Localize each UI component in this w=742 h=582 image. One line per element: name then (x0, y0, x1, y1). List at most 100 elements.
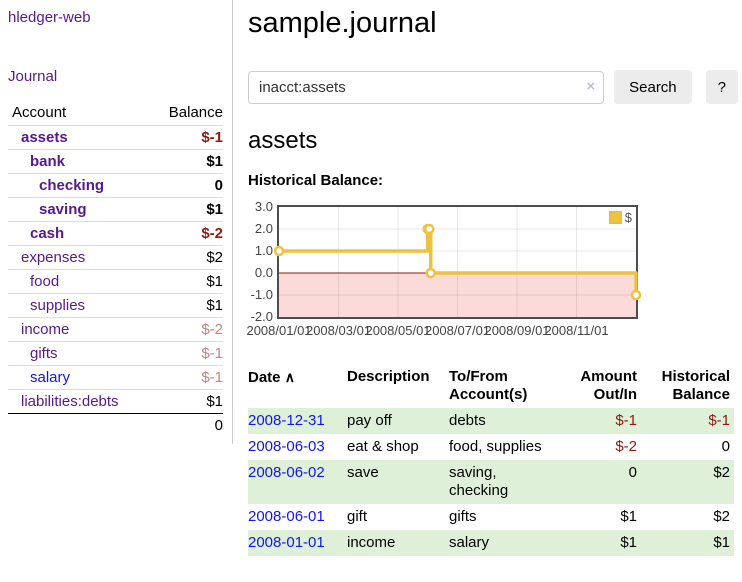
account-row: gifts $-1 (8, 341, 223, 366)
transaction-amount: $-1 (615, 412, 637, 429)
accounts-total-row: 0 (8, 413, 223, 437)
column-amount: Amount Out/In (580, 368, 637, 403)
x-axis-tick-label: 2008/05/01 (365, 323, 431, 338)
transaction-description: pay off (347, 412, 392, 429)
clear-search-icon[interactable]: × (586, 77, 596, 95)
account-row: checking 0 (8, 173, 223, 198)
account-row: cash $-2 (8, 221, 223, 246)
account-link-salary[interactable]: salary (30, 369, 71, 386)
account-link-supplies[interactable]: supplies (30, 297, 86, 314)
account-row: food $1 (8, 269, 223, 294)
account-link-assets[interactable]: assets (21, 129, 68, 146)
account-row: saving $1 (8, 197, 223, 222)
account-row: expenses $2 (8, 245, 223, 270)
account-link-gifts[interactable]: gifts (30, 345, 58, 362)
register-table: Date ∧ Description To/From Account(s) Am… (248, 366, 734, 556)
account-balance: $-2 (152, 221, 223, 246)
transaction-description: save (347, 464, 379, 481)
transaction-description: income (347, 534, 396, 551)
transaction-balance: $2 (713, 508, 730, 525)
x-axis-tick-label: 2008/11/01 (544, 323, 609, 338)
account-link-liabilities-debts[interactable]: liabilities:debts (21, 393, 119, 410)
sidebar-item-journal[interactable]: Journal (8, 68, 58, 85)
help-button[interactable]: ? (705, 70, 738, 104)
x-axis-tick-label: 2008/01/01 (246, 323, 312, 338)
account-link-food[interactable]: food (30, 273, 60, 290)
y-axis-tick-label: 2.0 (254, 221, 273, 236)
y-axis-tick-label: 0.0 (254, 265, 273, 280)
transaction-row: 2008-12-31 pay off debts $-1 $-1 (248, 408, 734, 434)
account-balance: $1 (152, 293, 223, 318)
account-balance: $1 (152, 389, 223, 414)
transaction-amount: $-2 (615, 438, 637, 455)
x-axis-tick-label: 2008/03/01 (305, 323, 372, 338)
account-row: bank $1 (8, 149, 223, 174)
accounts-column-account: Account (12, 104, 67, 121)
account-balance: $-2 (152, 317, 223, 342)
account-row: supplies $1 (8, 293, 223, 318)
transaction-date-link[interactable]: 2008-06-03 (248, 438, 325, 455)
transaction-accounts: gifts (449, 508, 477, 525)
sidebar: hledger-web Journal Account Balance asse… (0, 0, 233, 444)
y-axis-tick-label: -2.0 (250, 309, 273, 324)
transaction-balance: $1 (713, 534, 730, 551)
account-balance: $-1 (152, 125, 223, 150)
transaction-date-link[interactable]: 2008-12-31 (248, 412, 325, 429)
account-balance: $2 (152, 245, 223, 270)
y-axis-tick-label: 1.0 (254, 243, 273, 258)
account-row: income $-2 (8, 317, 223, 342)
chart-title: Historical Balance: (248, 172, 384, 189)
column-description: Description (347, 368, 430, 385)
transaction-accounts: food, supplies (449, 438, 542, 455)
account-link-cash[interactable]: cash (30, 225, 65, 242)
account-balance: $1 (152, 269, 223, 294)
transaction-amount: $1 (620, 534, 637, 551)
y-axis-tick-label: -1.0 (250, 287, 273, 302)
search-input[interactable] (248, 70, 605, 104)
historical-balance-chart: 3.0 2.0 1.0 0.0 -1.0 -2.0 $ 2008/01/01 2008/03… (246, 199, 738, 346)
transaction-accounts: debts (449, 412, 486, 429)
account-balance: $-1 (152, 341, 223, 366)
transaction-balance: $-1 (708, 412, 730, 429)
account-link-checking[interactable]: checking (39, 177, 105, 194)
account-balance: $-1 (152, 365, 223, 390)
transaction-date-link[interactable]: 2008-06-01 (248, 508, 325, 525)
transaction-amount: 0 (628, 464, 637, 481)
account-link-bank[interactable]: bank (30, 153, 66, 170)
transaction-row: 2008-06-02 save saving, checking 0 $2 (248, 460, 734, 504)
accounts-header-row: Account Balance (8, 101, 223, 126)
column-date[interactable]: Date ∧ (248, 369, 295, 386)
transaction-amount: $1 (620, 508, 637, 525)
account-link-expenses[interactable]: expenses (21, 249, 86, 266)
account-balance: $1 (152, 149, 223, 174)
account-row: assets $-1 (8, 125, 223, 150)
account-link-income[interactable]: income (21, 321, 70, 338)
column-accounts: To/From Account(s) (449, 368, 528, 403)
register-header-row: Date ∧ Description To/From Account(s) Am… (248, 366, 734, 408)
page-title: sample.journal (248, 7, 437, 39)
transaction-row: 2008-06-01 gift gifts $1 $2 (248, 504, 734, 530)
transaction-balance: $2 (713, 464, 730, 481)
legend-swatch (608, 211, 622, 224)
accounts-table: Account Balance assets $-1 bank $1 check… (8, 101, 223, 437)
accounts-total-balance: 0 (152, 413, 223, 437)
main-content: sample.journal × Search ? assets Histori… (246, 0, 738, 556)
column-balance: Historical Balance (661, 368, 730, 403)
sort-ascending-icon: ∧ (284, 369, 295, 385)
legend-label: $ (624, 210, 632, 225)
x-axis-tick-label: 2008/09/01 (484, 323, 550, 338)
x-axis-tick-label: 2008/07/01 (424, 323, 491, 338)
search-button[interactable]: Search (614, 70, 692, 104)
transaction-description: gift (347, 508, 368, 525)
chart-plot-area: $ (273, 205, 642, 319)
transaction-description: eat & shop (347, 438, 419, 455)
transaction-date-link[interactable]: 2008-06-02 (248, 464, 325, 481)
y-axis-tick-label: 3.0 (254, 199, 273, 214)
transaction-accounts: salary (449, 534, 490, 551)
transaction-balance: 0 (721, 438, 730, 455)
transaction-date-link[interactable]: 2008-01-01 (248, 534, 325, 551)
account-link-saving[interactable]: saving (39, 201, 87, 218)
app-brand-link[interactable]: hledger-web (8, 9, 91, 26)
account-balance: $1 (152, 197, 223, 222)
account-row: salary $-1 (8, 365, 223, 390)
